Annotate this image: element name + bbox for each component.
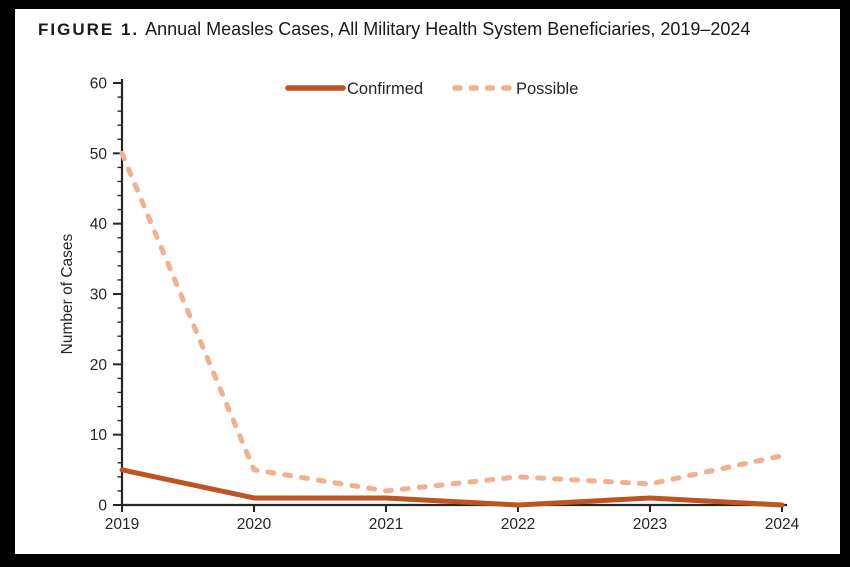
y-axis-tick-label: 20 xyxy=(90,357,108,374)
possible-line xyxy=(119,150,785,494)
x-axis-tick-label: 2019 xyxy=(105,516,139,533)
legend-label-possible: Possible xyxy=(516,80,578,98)
y-axis-tick-label: 0 xyxy=(98,498,107,515)
x-axis-tick-label: 2023 xyxy=(633,516,667,533)
y-axis-tick-label: 40 xyxy=(90,216,108,233)
y-axis-title: Number of Cases xyxy=(59,233,76,354)
y-axis-tick-label: 60 xyxy=(90,76,108,93)
y-axis-tick-label: 30 xyxy=(90,287,108,304)
figure-title-text: Annual Measles Cases, All Military Healt… xyxy=(145,19,751,39)
x-axis-tick-label: 2022 xyxy=(501,516,535,533)
y-axis-tick-label: 50 xyxy=(90,146,108,163)
y-axis-tick-label: 10 xyxy=(90,427,108,444)
figure-title: FIGURE 1. Annual Measles Cases, All Milit… xyxy=(38,19,750,40)
legend-label-confirmed: Confirmed xyxy=(347,80,423,98)
confirmed-line xyxy=(119,467,785,508)
x-axis-tick-label: 2020 xyxy=(237,516,272,533)
x-axis-tick-label: 2021 xyxy=(369,516,403,533)
figure-number-label: FIGURE 1. xyxy=(38,20,140,39)
x-axis-tick-label: 2024 xyxy=(765,516,800,533)
